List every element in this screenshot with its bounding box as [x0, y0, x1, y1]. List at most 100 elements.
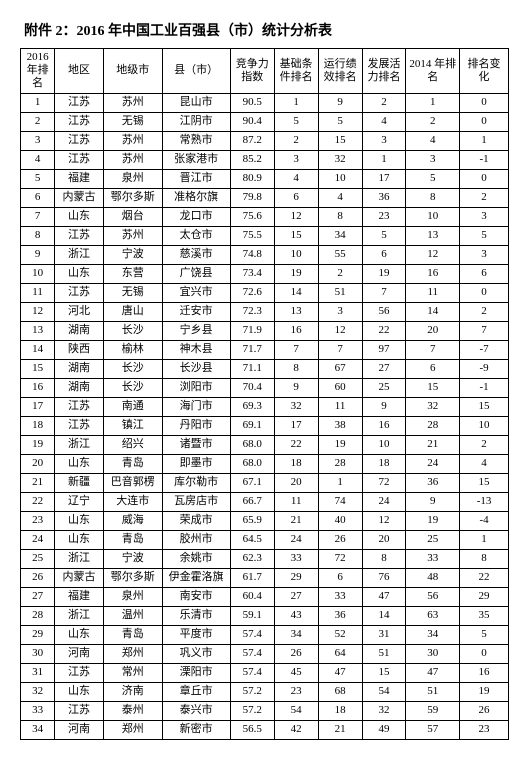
- table-cell: 31: [362, 625, 406, 644]
- table-cell: 18: [362, 454, 406, 473]
- table-cell: 38: [318, 416, 362, 435]
- page-title: 附件 2：2016 年中国工业百强县（市）统计分析表: [24, 20, 509, 40]
- table-cell: 29: [274, 568, 318, 587]
- table-cell: 57: [406, 720, 460, 739]
- table-cell: 11: [406, 283, 460, 302]
- table-cell: 绍兴: [103, 435, 162, 454]
- table-row: 7山东烟台龙口市75.612823103: [21, 207, 509, 226]
- table-cell: 33: [274, 549, 318, 568]
- table-cell: 12: [362, 511, 406, 530]
- table-cell: -13: [460, 492, 509, 511]
- table-cell: 4: [274, 169, 318, 188]
- table-cell: 0: [460, 644, 509, 663]
- table-cell: 浙江: [55, 435, 104, 454]
- table-cell: 镇江: [103, 416, 162, 435]
- table-cell: 郑州: [103, 720, 162, 739]
- table-cell: 0: [460, 283, 509, 302]
- table-cell: 宁波: [103, 245, 162, 264]
- table-cell: 60.4: [230, 587, 274, 606]
- table-cell: 神木县: [162, 340, 230, 359]
- table-cell: 80.9: [230, 169, 274, 188]
- table-cell: 7: [274, 340, 318, 359]
- table-cell: 新疆: [55, 473, 104, 492]
- col-change: 排名变化: [460, 49, 509, 94]
- table-cell: 河北: [55, 302, 104, 321]
- table-cell: 22: [21, 492, 55, 511]
- table-row: 17江苏南通海门市69.3321193215: [21, 397, 509, 416]
- table-cell: 65.9: [230, 511, 274, 530]
- table-cell: 长沙: [103, 378, 162, 397]
- col-rank2016: 2016 年排名: [21, 49, 55, 94]
- table-cell: 15: [21, 359, 55, 378]
- table-cell: 69.3: [230, 397, 274, 416]
- table-cell: 15: [460, 397, 509, 416]
- table-row: 22辽宁大连市瓦房店市66.71174249-13: [21, 492, 509, 511]
- table-cell: 丹阳市: [162, 416, 230, 435]
- table-cell: 29: [21, 625, 55, 644]
- table-cell: 72.6: [230, 283, 274, 302]
- table-cell: 1: [362, 150, 406, 169]
- table-cell: 昆山市: [162, 93, 230, 112]
- table-row: 15湖南长沙长沙县71.1867276-9: [21, 359, 509, 378]
- table-cell: 27: [21, 587, 55, 606]
- table-cell: 宁乡县: [162, 321, 230, 340]
- table-cell: 17: [274, 416, 318, 435]
- table-cell: 8: [406, 188, 460, 207]
- table-cell: 南安市: [162, 587, 230, 606]
- table-cell: 79.8: [230, 188, 274, 207]
- table-cell: 库尔勒市: [162, 473, 230, 492]
- table-cell: 鄂尔多斯: [103, 568, 162, 587]
- table-row: 31江苏常州溧阳市57.44547154716: [21, 663, 509, 682]
- table-cell: 陕西: [55, 340, 104, 359]
- table-cell: 66.7: [230, 492, 274, 511]
- table-cell: 威海: [103, 511, 162, 530]
- table-row: 34河南郑州新密市56.54221495723: [21, 720, 509, 739]
- table-cell: 75.5: [230, 226, 274, 245]
- table-cell: 36: [362, 188, 406, 207]
- table-cell: 余姚市: [162, 549, 230, 568]
- col-base: 基础条件排名: [274, 49, 318, 94]
- table-cell: 10: [274, 245, 318, 264]
- table-cell: 7: [460, 321, 509, 340]
- table-cell: 19: [318, 435, 362, 454]
- table-cell: 55: [318, 245, 362, 264]
- table-cell: 97: [362, 340, 406, 359]
- table-cell: 63: [406, 606, 460, 625]
- table-cell: 6: [406, 359, 460, 378]
- table-row: 12河北唐山迁安市72.313356142: [21, 302, 509, 321]
- table-cell: 江苏: [55, 416, 104, 435]
- table-cell: 1: [274, 93, 318, 112]
- table-cell: 16: [362, 416, 406, 435]
- table-cell: 90.4: [230, 112, 274, 131]
- table-cell: 33: [318, 587, 362, 606]
- table-cell: 浙江: [55, 606, 104, 625]
- table-cell: 22: [460, 568, 509, 587]
- table-cell: 辽宁: [55, 492, 104, 511]
- table-cell: 14: [274, 283, 318, 302]
- table-cell: 71.1: [230, 359, 274, 378]
- table-cell: 14: [406, 302, 460, 321]
- table-cell: 泰州: [103, 701, 162, 720]
- table-cell: 慈溪市: [162, 245, 230, 264]
- table-cell: 浙江: [55, 245, 104, 264]
- table-cell: 4: [460, 454, 509, 473]
- table-cell: 7: [318, 340, 362, 359]
- table-cell: 江苏: [55, 131, 104, 150]
- table-cell: 25: [362, 378, 406, 397]
- table-cell: 无锡: [103, 112, 162, 131]
- table-cell: 23: [21, 511, 55, 530]
- table-cell: 56.5: [230, 720, 274, 739]
- table-cell: 平度市: [162, 625, 230, 644]
- table-cell: 21: [21, 473, 55, 492]
- table-cell: -4: [460, 511, 509, 530]
- table-cell: 52: [318, 625, 362, 644]
- table-cell: 90.5: [230, 93, 274, 112]
- table-cell: 57.4: [230, 625, 274, 644]
- table-cell: 73.4: [230, 264, 274, 283]
- table-cell: 2: [460, 435, 509, 454]
- table-row: 24山东青岛胶州市64.5242620251: [21, 530, 509, 549]
- table-cell: 9: [318, 93, 362, 112]
- table-cell: 福建: [55, 169, 104, 188]
- table-cell: 3: [21, 131, 55, 150]
- table-cell: 内蒙古: [55, 568, 104, 587]
